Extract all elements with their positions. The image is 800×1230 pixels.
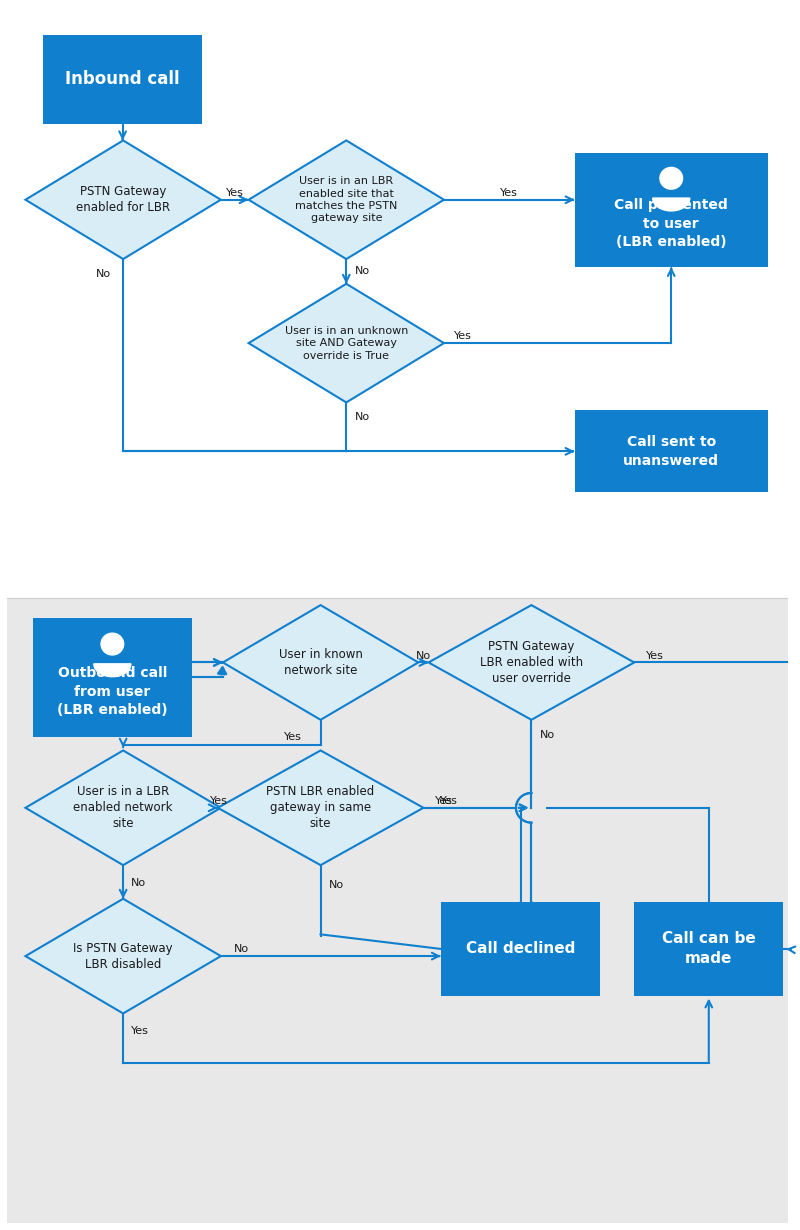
- Bar: [7, 7, 789, 598]
- Text: No: No: [354, 267, 370, 277]
- Text: Yes: Yes: [454, 331, 471, 341]
- Text: User is in an unknown
site AND Gateway
override is True: User is in an unknown site AND Gateway o…: [285, 326, 408, 360]
- Text: Yes: Yes: [131, 1026, 150, 1036]
- Text: Call can be
made: Call can be made: [662, 931, 756, 966]
- Polygon shape: [653, 198, 690, 210]
- Bar: [33, 617, 192, 737]
- Text: Is PSTN Gateway
LBR disabled: Is PSTN Gateway LBR disabled: [74, 942, 173, 970]
- Bar: [634, 902, 783, 995]
- Text: PSTN Gateway
LBR enabled with
user override: PSTN Gateway LBR enabled with user overr…: [480, 640, 583, 685]
- Text: Yes: Yes: [226, 188, 244, 198]
- Text: Inbound call: Inbound call: [66, 70, 180, 89]
- Polygon shape: [26, 140, 221, 260]
- Text: Yes: Yes: [500, 188, 518, 198]
- Bar: [7, 598, 789, 1223]
- Text: Yes: Yes: [435, 796, 453, 806]
- Text: No: No: [131, 878, 146, 888]
- Text: No: No: [96, 269, 111, 279]
- Text: PSTN Gateway
enabled for LBR: PSTN Gateway enabled for LBR: [76, 186, 170, 214]
- Polygon shape: [249, 284, 444, 402]
- Bar: [441, 902, 600, 995]
- Polygon shape: [249, 140, 444, 260]
- Text: Yes: Yes: [646, 651, 664, 661]
- Text: No: No: [416, 651, 431, 661]
- Polygon shape: [26, 899, 221, 1014]
- Circle shape: [101, 633, 124, 654]
- Bar: [43, 34, 202, 123]
- Bar: [574, 411, 768, 492]
- Text: User in known
network site: User in known network site: [278, 648, 362, 677]
- Text: No: No: [329, 879, 344, 891]
- Text: User is in a LBR
enabled network
site: User is in a LBR enabled network site: [74, 785, 173, 830]
- Text: User is in an LBR
enabled site that
matches the PSTN
gateway site: User is in an LBR enabled site that matc…: [295, 176, 398, 224]
- Text: Yes: Yes: [210, 796, 228, 806]
- Text: No: No: [540, 729, 554, 739]
- Polygon shape: [429, 605, 634, 720]
- Bar: [574, 154, 768, 267]
- Text: Call sent to
unanswered: Call sent to unanswered: [623, 435, 719, 467]
- Text: Yes: Yes: [440, 796, 458, 806]
- Polygon shape: [26, 750, 221, 865]
- Text: PSTN LBR enabled
gateway in same
site: PSTN LBR enabled gateway in same site: [266, 785, 374, 830]
- Text: Yes: Yes: [284, 732, 302, 742]
- Text: No: No: [354, 412, 370, 422]
- Polygon shape: [218, 750, 423, 865]
- Text: No: No: [234, 945, 249, 954]
- Polygon shape: [94, 664, 131, 676]
- Circle shape: [660, 167, 682, 189]
- Text: Call declined: Call declined: [466, 941, 575, 956]
- Text: Outbound call
from user
(LBR enabled): Outbound call from user (LBR enabled): [57, 667, 168, 717]
- Text: Call presented
to user
(LBR enabled): Call presented to user (LBR enabled): [614, 198, 728, 250]
- Polygon shape: [223, 605, 418, 720]
